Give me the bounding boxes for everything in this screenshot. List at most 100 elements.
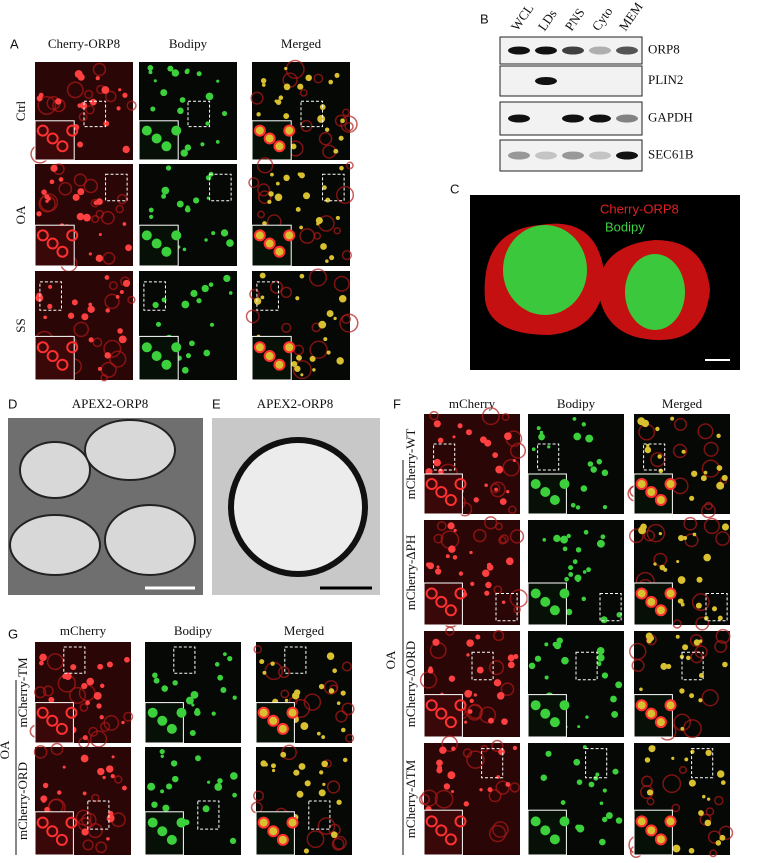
droplet (432, 638, 440, 646)
membrane (484, 516, 498, 530)
droplet (438, 468, 444, 475)
droplet (433, 420, 441, 428)
droplet (689, 495, 695, 501)
membrane (116, 193, 128, 205)
roi-box (681, 651, 704, 681)
droplet (605, 812, 613, 820)
membrane (318, 131, 333, 146)
membrane (34, 686, 47, 699)
droplet (259, 659, 265, 665)
inset-droplet (425, 587, 438, 600)
membrane (245, 309, 260, 324)
membrane (33, 745, 48, 759)
roi-box (322, 173, 345, 202)
roi-box (143, 281, 166, 311)
inset-droplet (635, 478, 648, 490)
membrane (500, 682, 515, 697)
lane-label: MEM (616, 0, 646, 33)
droplet (299, 273, 305, 279)
droplet (170, 760, 178, 767)
roi-box (63, 646, 86, 674)
droplet (206, 196, 210, 200)
inset-droplet (263, 350, 276, 363)
inset-droplet (283, 124, 296, 137)
droplet (110, 773, 115, 779)
droplet (677, 598, 683, 604)
droplet (434, 568, 442, 575)
droplet (196, 71, 202, 77)
membrane (83, 178, 99, 194)
droplet (691, 470, 698, 477)
droplet (298, 763, 306, 770)
panel-title: APEX2-ORP8 (257, 396, 334, 411)
droplet (671, 756, 675, 760)
droplet (152, 301, 159, 309)
membrane (502, 458, 521, 477)
droplet (171, 69, 180, 77)
droplet (322, 782, 326, 787)
droplet (261, 83, 266, 87)
column-header: mCherry (449, 396, 496, 411)
droplet (496, 691, 505, 700)
membrane (99, 721, 111, 732)
droplet (601, 672, 609, 679)
membrane (104, 293, 120, 310)
droplet (296, 790, 304, 798)
droplet (505, 781, 511, 787)
droplet (305, 74, 312, 82)
droplet (161, 193, 167, 199)
membrane (103, 715, 120, 731)
droplet (108, 810, 114, 817)
droplet (227, 656, 233, 662)
droplet (326, 350, 331, 355)
droplet (274, 193, 283, 202)
membrane (58, 181, 73, 196)
membrane (646, 523, 666, 543)
droplet (283, 113, 290, 119)
droplet (45, 199, 49, 203)
membrane (115, 204, 124, 214)
droplet (688, 779, 696, 787)
droplet (312, 368, 316, 372)
membrane (420, 789, 438, 807)
membrane (341, 250, 353, 261)
droplet (222, 652, 227, 657)
droplet (119, 289, 124, 294)
membrane (278, 666, 290, 679)
droplet (576, 578, 580, 583)
roi-box (256, 281, 279, 311)
membrane (436, 521, 447, 531)
droplet (77, 141, 84, 148)
inset-droplet (276, 833, 289, 846)
droplet (587, 461, 594, 467)
droplet (484, 483, 488, 487)
droplet (544, 675, 549, 680)
droplet (303, 848, 310, 854)
membrane (78, 112, 88, 122)
droplet (153, 677, 160, 684)
droplet (189, 730, 196, 737)
membrane (127, 295, 136, 304)
droplet (81, 828, 89, 836)
droplet (464, 720, 468, 724)
droplet (43, 315, 47, 320)
membrane (269, 280, 284, 294)
droplet (98, 232, 102, 237)
inset-droplet (147, 707, 158, 718)
inset-droplet (157, 715, 168, 726)
droplet (96, 703, 102, 709)
droplet (159, 748, 165, 755)
membrane (490, 483, 501, 494)
membrane (249, 288, 260, 300)
droplet (189, 340, 195, 347)
row-label: mCherry-WT (403, 429, 418, 500)
droplet (291, 692, 300, 700)
membrane (714, 795, 724, 806)
droplet (680, 726, 685, 731)
droplet (573, 758, 581, 766)
droplet (507, 654, 515, 662)
droplet (593, 775, 599, 781)
droplet (97, 767, 105, 776)
inset-droplet (171, 342, 182, 353)
droplet (58, 177, 64, 182)
